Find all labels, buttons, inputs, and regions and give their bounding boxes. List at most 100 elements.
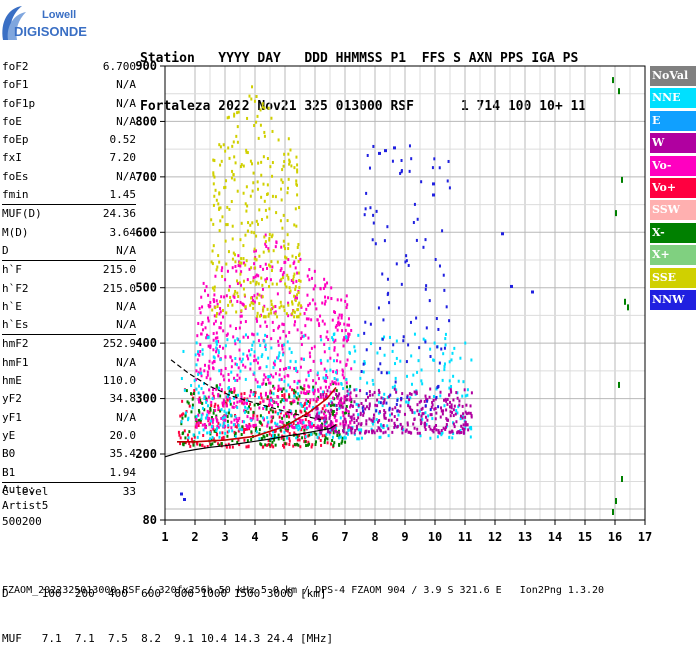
echo-point [413, 202, 416, 206]
echo-point [230, 365, 233, 369]
echo-point [215, 384, 218, 388]
echo-point [332, 431, 335, 435]
echo-point [297, 397, 300, 401]
echo-point [418, 400, 421, 404]
echo-point [420, 407, 423, 411]
echo-point [272, 384, 275, 388]
station-header: Station YYYY DAY DDD HHMMSS P1 FFS S AXN… [140, 19, 700, 131]
echo-point [282, 305, 285, 309]
echo-point [244, 263, 247, 267]
echo-point [293, 294, 296, 298]
echo-point [287, 303, 290, 307]
echo-point [323, 277, 326, 281]
echo-point [215, 432, 218, 436]
echo-point [353, 388, 356, 392]
echo-point [269, 165, 272, 169]
echo-point [197, 413, 200, 417]
echo-point [245, 445, 248, 449]
echo-point [440, 429, 443, 433]
echo-point [450, 406, 453, 410]
echo-point [320, 424, 323, 428]
echo-point [270, 235, 273, 239]
echo-point [402, 335, 405, 339]
echo-point [233, 253, 236, 257]
echo-point [266, 397, 269, 401]
echo-point [296, 170, 299, 174]
echo-point [200, 322, 203, 326]
echo-point [263, 339, 266, 343]
echo-point [274, 372, 277, 376]
echo-point [401, 425, 404, 429]
echo-point [250, 430, 253, 434]
echo-point [217, 254, 220, 258]
echo-point [231, 303, 234, 307]
echo-point [326, 330, 329, 334]
echo-point [203, 369, 206, 373]
echo-point [183, 388, 186, 392]
x-tick-label: 11 [458, 530, 472, 544]
echo-point [339, 435, 342, 439]
echo-point [303, 439, 306, 443]
echo-point [227, 425, 230, 429]
echo-point [259, 414, 262, 418]
echo-point [310, 445, 313, 449]
y-tick-label: 300 [135, 392, 157, 406]
echo-point [357, 333, 360, 337]
echo-point [217, 421, 220, 425]
echo-point [236, 279, 239, 283]
echo-point [452, 414, 455, 418]
echo-point [360, 422, 363, 426]
echo-point [210, 404, 213, 408]
echo-point [325, 373, 328, 377]
echo-point [288, 437, 291, 441]
echo-point [333, 377, 336, 381]
echo-point [281, 353, 284, 357]
echo-point [288, 286, 291, 290]
echo-point [318, 411, 321, 415]
echo-point [261, 437, 264, 441]
echo-point [377, 411, 380, 415]
echo-point [258, 437, 261, 441]
echo-point [415, 316, 418, 320]
echo-point [334, 429, 337, 433]
echo-point [418, 346, 421, 350]
echo-point [365, 348, 368, 352]
echo-point [197, 352, 200, 356]
echo-point [264, 391, 267, 395]
param-name: yF2 [2, 392, 22, 406]
echo-point [435, 395, 438, 399]
echo-point [312, 398, 315, 402]
echo-point [219, 219, 222, 223]
echo-point [407, 263, 410, 267]
echo-point [347, 428, 350, 432]
echo-point [238, 443, 241, 447]
echo-point [287, 247, 290, 251]
y-tick-label: 700 [135, 170, 157, 184]
param-value: 252.9 [102, 337, 136, 351]
echo-point [342, 344, 345, 348]
echo-point [307, 317, 310, 321]
echo-point [387, 418, 390, 422]
echo-point [294, 266, 297, 270]
echo-point [299, 312, 302, 316]
param-value: 1.94 [109, 465, 137, 479]
echo-point [357, 416, 360, 420]
param-row: foEp 0.52 [2, 131, 136, 149]
echo-point [433, 427, 436, 431]
echo-point [326, 281, 329, 285]
echo-point [263, 106, 266, 110]
echo-point [261, 283, 264, 287]
echo-point [217, 425, 220, 429]
echo-point [287, 420, 290, 424]
echo-point [295, 426, 298, 430]
echo-point [226, 332, 229, 336]
echo-point [347, 338, 350, 342]
echo-point [423, 425, 426, 429]
echo-point [280, 389, 283, 393]
echo-point [251, 295, 254, 299]
echo-point [308, 401, 311, 405]
param-row: fxI 7.20 [2, 149, 136, 167]
echo-point [381, 272, 384, 276]
echo-point [323, 379, 326, 383]
param-value: N/A [116, 318, 136, 332]
